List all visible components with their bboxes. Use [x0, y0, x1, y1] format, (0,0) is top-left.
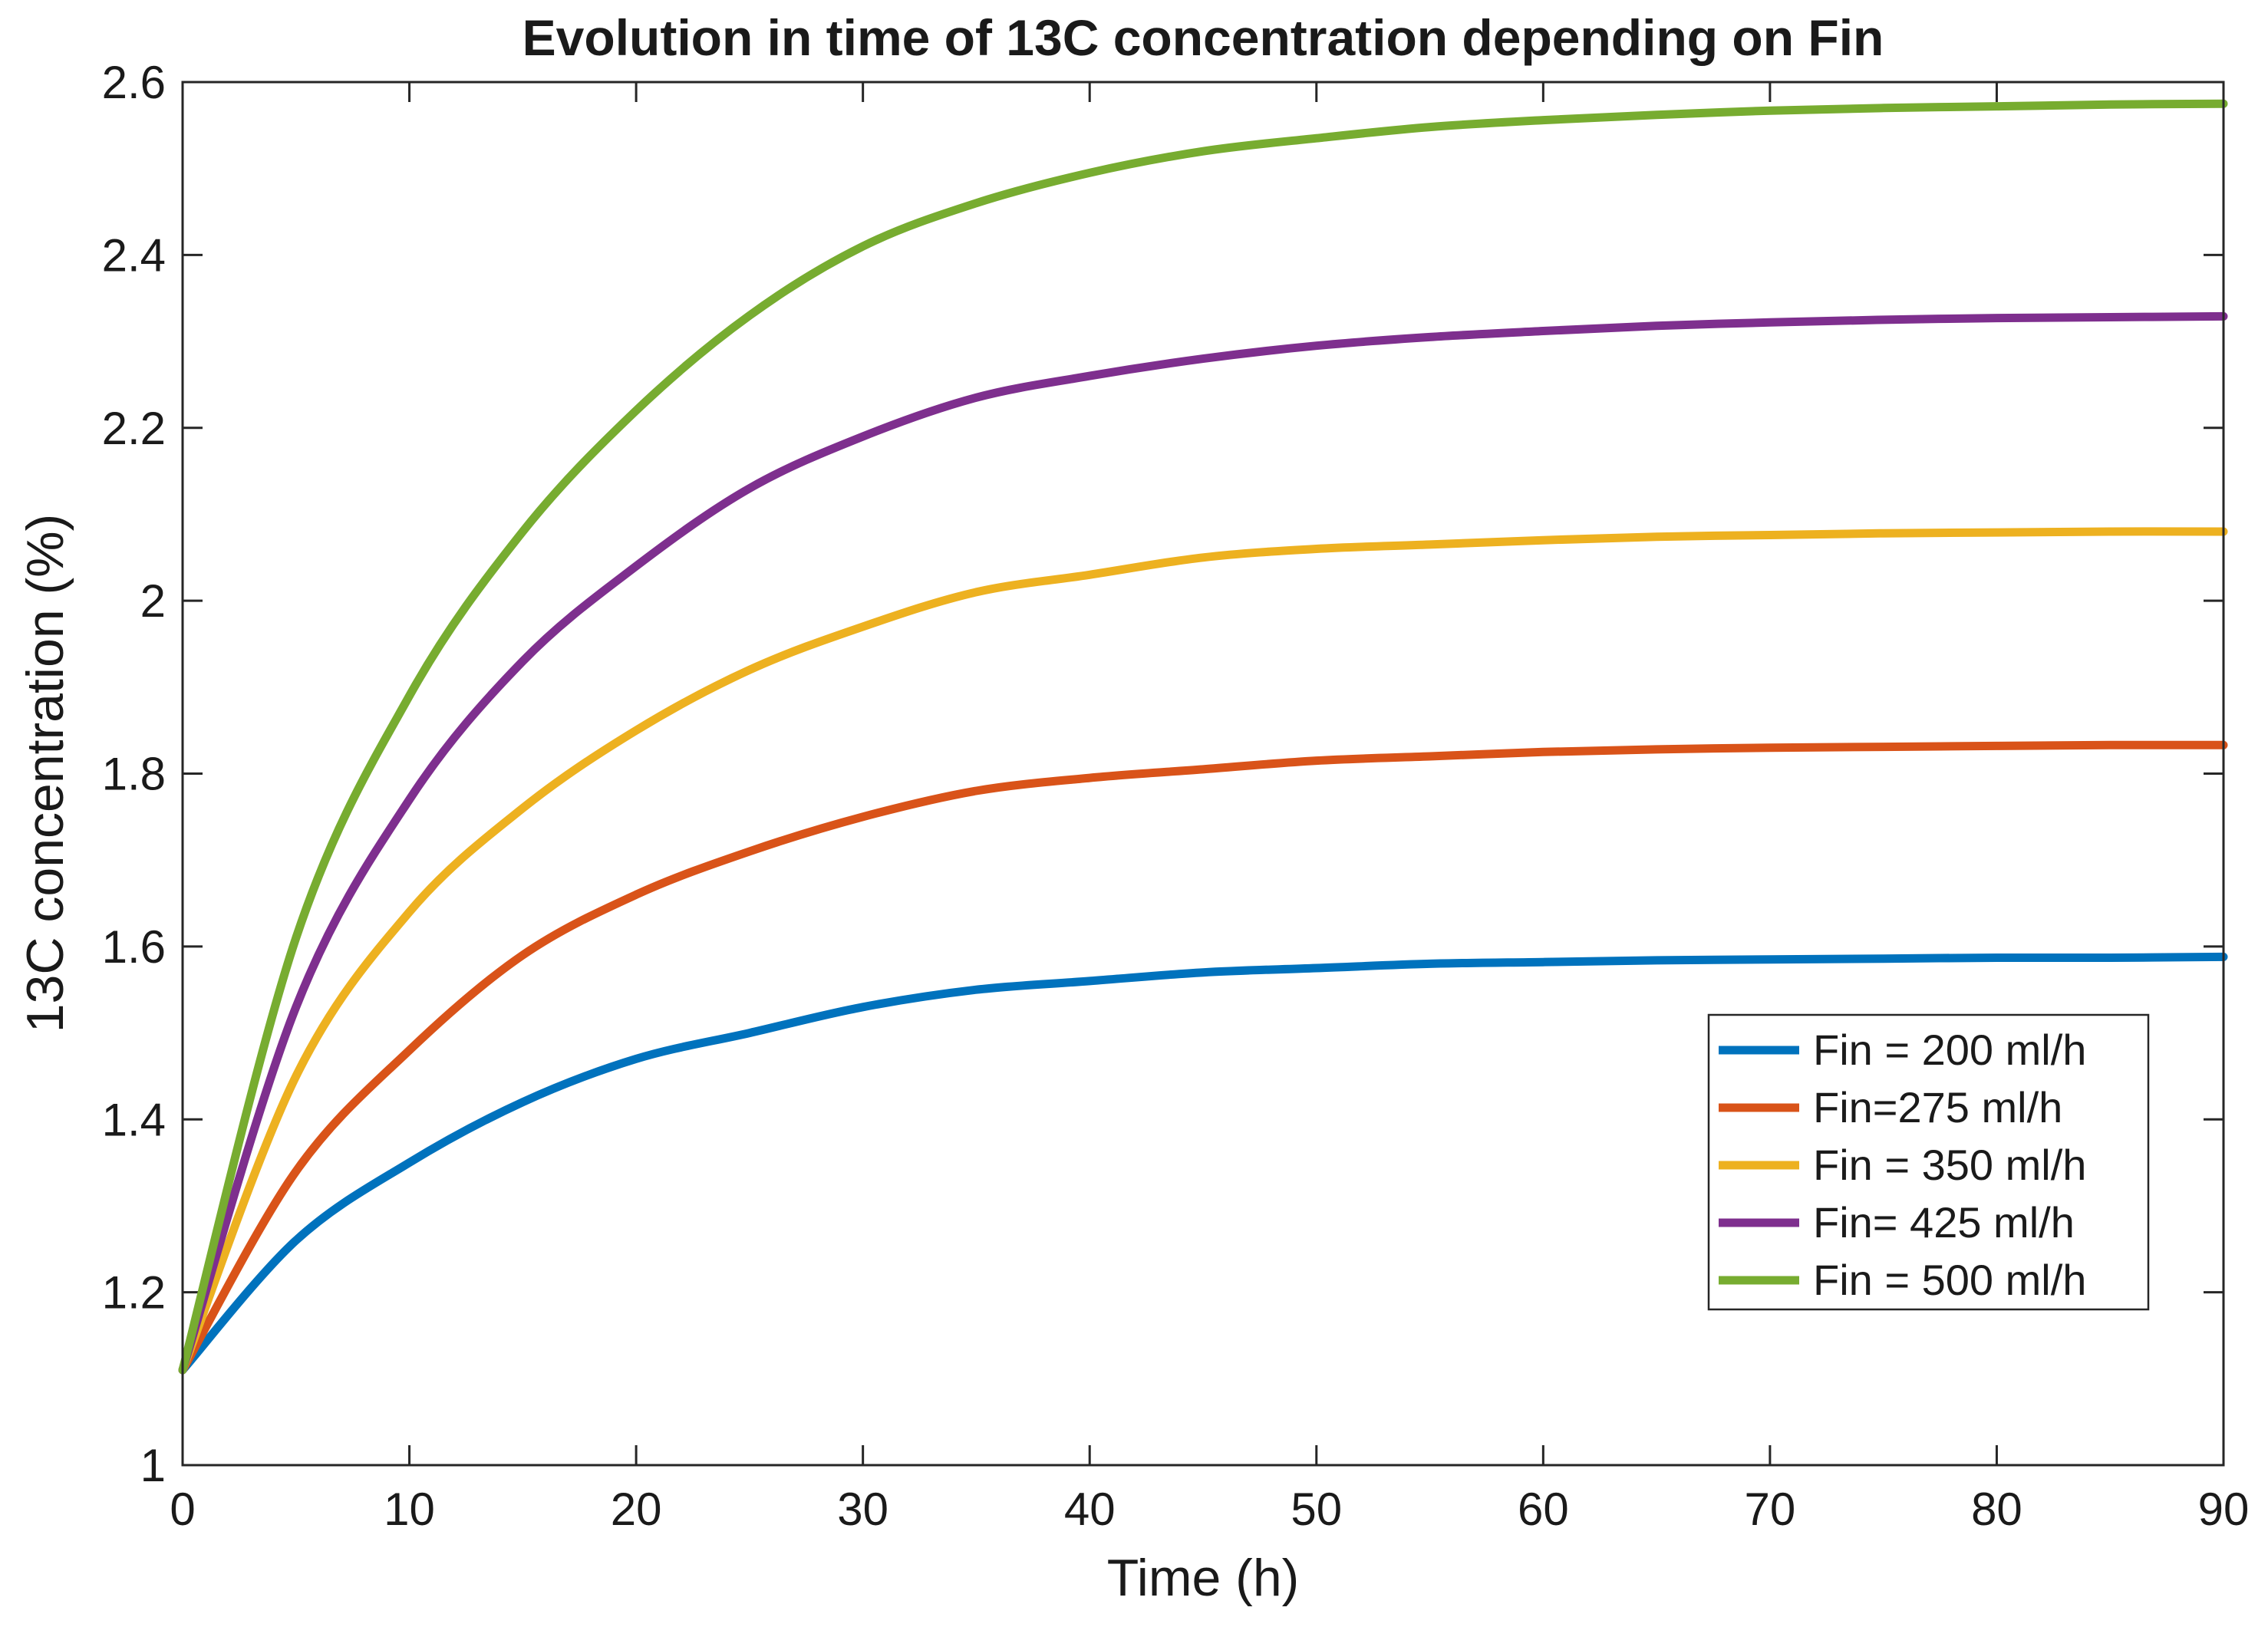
series-line: [178, 740, 2228, 1375]
series-line: [178, 952, 2228, 1375]
legend-items: Fin = 200 ml/h Fin=275 ml/h Fin = 350 ml/h…: [1719, 1026, 2086, 1304]
legend: Fin = 200 ml/h Fin=275 ml/h Fin = 350 ml/h…: [1707, 1013, 2150, 1311]
legend-label: Fin = 200 ml/h: [1813, 1026, 2086, 1074]
x-tick-label: 10: [384, 1484, 435, 1535]
x-tick-label: 30: [837, 1484, 888, 1535]
y-tick-label: 2.2: [102, 403, 166, 454]
y-tick-label: 1.8: [102, 749, 166, 800]
x-axis-label: Time (h): [1107, 1549, 1300, 1607]
y-tick-label: 2.6: [102, 57, 166, 108]
series-line: [178, 99, 2228, 1375]
series-line: [178, 527, 2228, 1375]
y-tick-label: 1.4: [102, 1094, 166, 1145]
y-tick-label: 1.6: [102, 921, 166, 973]
x-tick-label: 60: [1518, 1484, 1569, 1535]
y-axis-ticks: 1 1.2 1.4 1.6 1.8 2 2.2 2.4 2.6: [102, 57, 2223, 1491]
x-tick-label: 90: [2198, 1484, 2250, 1535]
y-tick-label: 2.4: [102, 229, 166, 281]
x-tick-label: 50: [1291, 1484, 1342, 1535]
series-line: [178, 311, 2228, 1375]
y-axis-label: 13C concentration (%): [16, 514, 74, 1033]
legend-label: Fin=275 ml/h: [1813, 1083, 2062, 1131]
x-tick-label: 0: [170, 1484, 195, 1535]
x-tick-label: 80: [1971, 1484, 2022, 1535]
chart-title: Evolution in time of 13C concentration d…: [522, 9, 1884, 66]
y-tick-label: 1.2: [102, 1267, 166, 1319]
x-tick-label: 70: [1745, 1484, 1796, 1535]
plot-frame: [181, 81, 2225, 1467]
x-axis-ticks: 0 10 20 30 40 50 60 70 80 90: [170, 82, 2249, 1535]
legend-label: Fin = 350 ml/h: [1813, 1141, 2086, 1189]
x-tick-label: 20: [611, 1484, 662, 1535]
series-lines: [178, 99, 2228, 1375]
legend-label: Fin= 425 ml/h: [1813, 1198, 2075, 1247]
x-tick-label: 40: [1064, 1484, 1116, 1535]
y-tick-label: 1: [140, 1440, 166, 1491]
y-tick-label: 2: [140, 575, 166, 627]
legend-label: Fin = 500 ml/h: [1813, 1256, 2086, 1304]
